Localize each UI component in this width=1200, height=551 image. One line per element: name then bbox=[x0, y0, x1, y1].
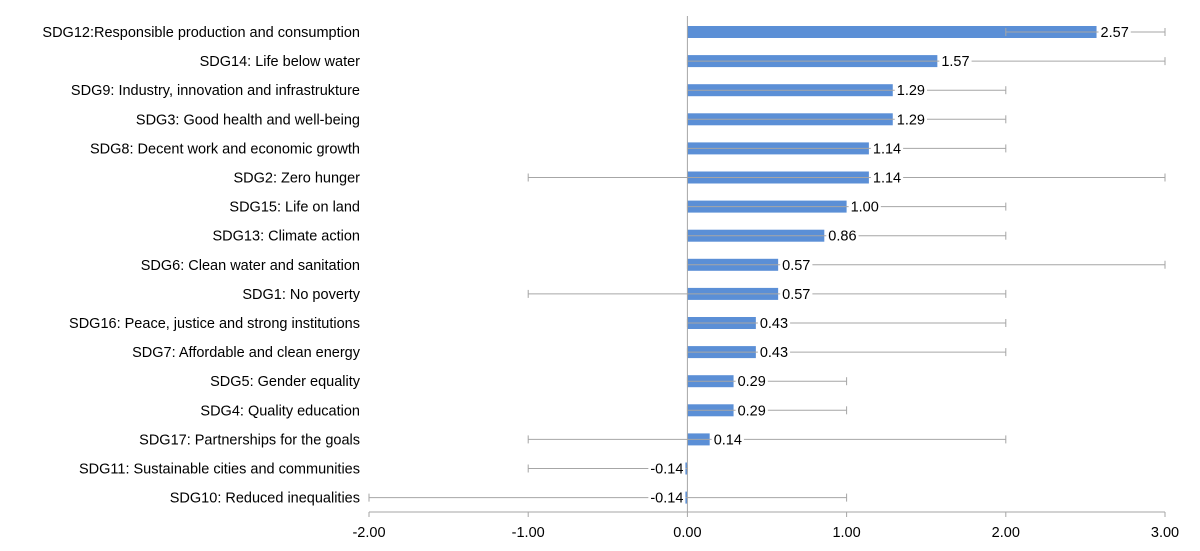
data-label-background bbox=[711, 432, 744, 449]
data-label: 1.14 bbox=[873, 171, 901, 187]
data-label: -0.14 bbox=[650, 491, 683, 507]
category-label: SDG3: Good health and well-being bbox=[136, 112, 360, 128]
data-label-background bbox=[939, 54, 972, 71]
data-label-background bbox=[648, 461, 686, 478]
data-label-background bbox=[648, 490, 686, 507]
category-label: SDG16: Peace, justice and strong institu… bbox=[69, 316, 360, 332]
bar bbox=[687, 26, 1097, 38]
category-label: SDG10: Reduced inequalities bbox=[170, 491, 360, 507]
category-label: SDG6: Clean water and sanitation bbox=[141, 258, 360, 274]
x-tick-label: 1.00 bbox=[832, 525, 860, 541]
data-label-background bbox=[757, 316, 791, 332]
category-label: SDG15: Life on land bbox=[229, 200, 360, 216]
data-label: 1.29 bbox=[897, 112, 925, 128]
category-label: SDG11: Sustainable cities and communitie… bbox=[79, 462, 360, 478]
x-tick-label: -2.00 bbox=[352, 525, 385, 541]
data-label: 0.43 bbox=[760, 316, 788, 332]
category-label: SDG17: Partnerships for the goals bbox=[139, 432, 360, 448]
category-label: SDG4: Quality education bbox=[200, 403, 360, 419]
data-label: 0.86 bbox=[828, 229, 856, 245]
data-label: -0.14 bbox=[650, 462, 683, 478]
category-label: SDG12:Responsible production and consump… bbox=[42, 25, 360, 41]
x-tick-label: 2.00 bbox=[992, 525, 1020, 541]
x-tick-label: -1.00 bbox=[512, 525, 545, 541]
data-label-background bbox=[848, 199, 881, 216]
data-label-background bbox=[735, 374, 768, 391]
data-label: 1.00 bbox=[851, 200, 879, 216]
data-label-background bbox=[870, 170, 904, 187]
category-label: SDG2: Zero hunger bbox=[233, 171, 360, 187]
category-label: SDG8: Decent work and economic growth bbox=[90, 141, 360, 157]
category-label: SDG1: No poverty bbox=[242, 287, 360, 303]
data-label: 0.57 bbox=[782, 258, 810, 274]
data-label-background bbox=[757, 345, 791, 362]
category-label: SDG13: Climate action bbox=[213, 229, 360, 245]
category-label: SDG7: Affordable and clean energy bbox=[132, 345, 361, 361]
data-label-background bbox=[780, 257, 813, 274]
category-label: SDG9: Industry, innovation and infrastru… bbox=[71, 83, 360, 99]
x-tick-label: 3.00 bbox=[1151, 525, 1179, 541]
data-label-background bbox=[894, 112, 928, 129]
data-label: 0.29 bbox=[738, 403, 766, 419]
data-label-background bbox=[735, 403, 768, 420]
data-label: 1.29 bbox=[897, 83, 925, 99]
data-label: 0.57 bbox=[782, 287, 810, 303]
data-label-background bbox=[1098, 25, 1131, 41]
data-label: 0.29 bbox=[738, 374, 766, 390]
data-label: 1.14 bbox=[873, 141, 901, 157]
category-label: SDG5: Gender equality bbox=[210, 374, 361, 390]
category-label: SDG14: Life below water bbox=[200, 54, 361, 70]
axis-group: -2.00 -1.00 0.00 1.00 2.00 3.00 bbox=[352, 16, 1179, 541]
data-label-background bbox=[870, 141, 904, 158]
error-bars-group bbox=[368, 28, 1166, 502]
data-label: 1.57 bbox=[941, 54, 969, 70]
labels-group: SDG12:Responsible production and consump… bbox=[42, 25, 1131, 507]
data-label-background bbox=[780, 286, 813, 303]
data-label: 0.43 bbox=[760, 345, 788, 361]
data-label-background bbox=[826, 228, 859, 245]
data-label: 2.57 bbox=[1101, 25, 1129, 41]
x-tick-label: 0.00 bbox=[673, 525, 701, 541]
data-label: 0.14 bbox=[714, 432, 742, 448]
data-label-background bbox=[894, 83, 928, 100]
